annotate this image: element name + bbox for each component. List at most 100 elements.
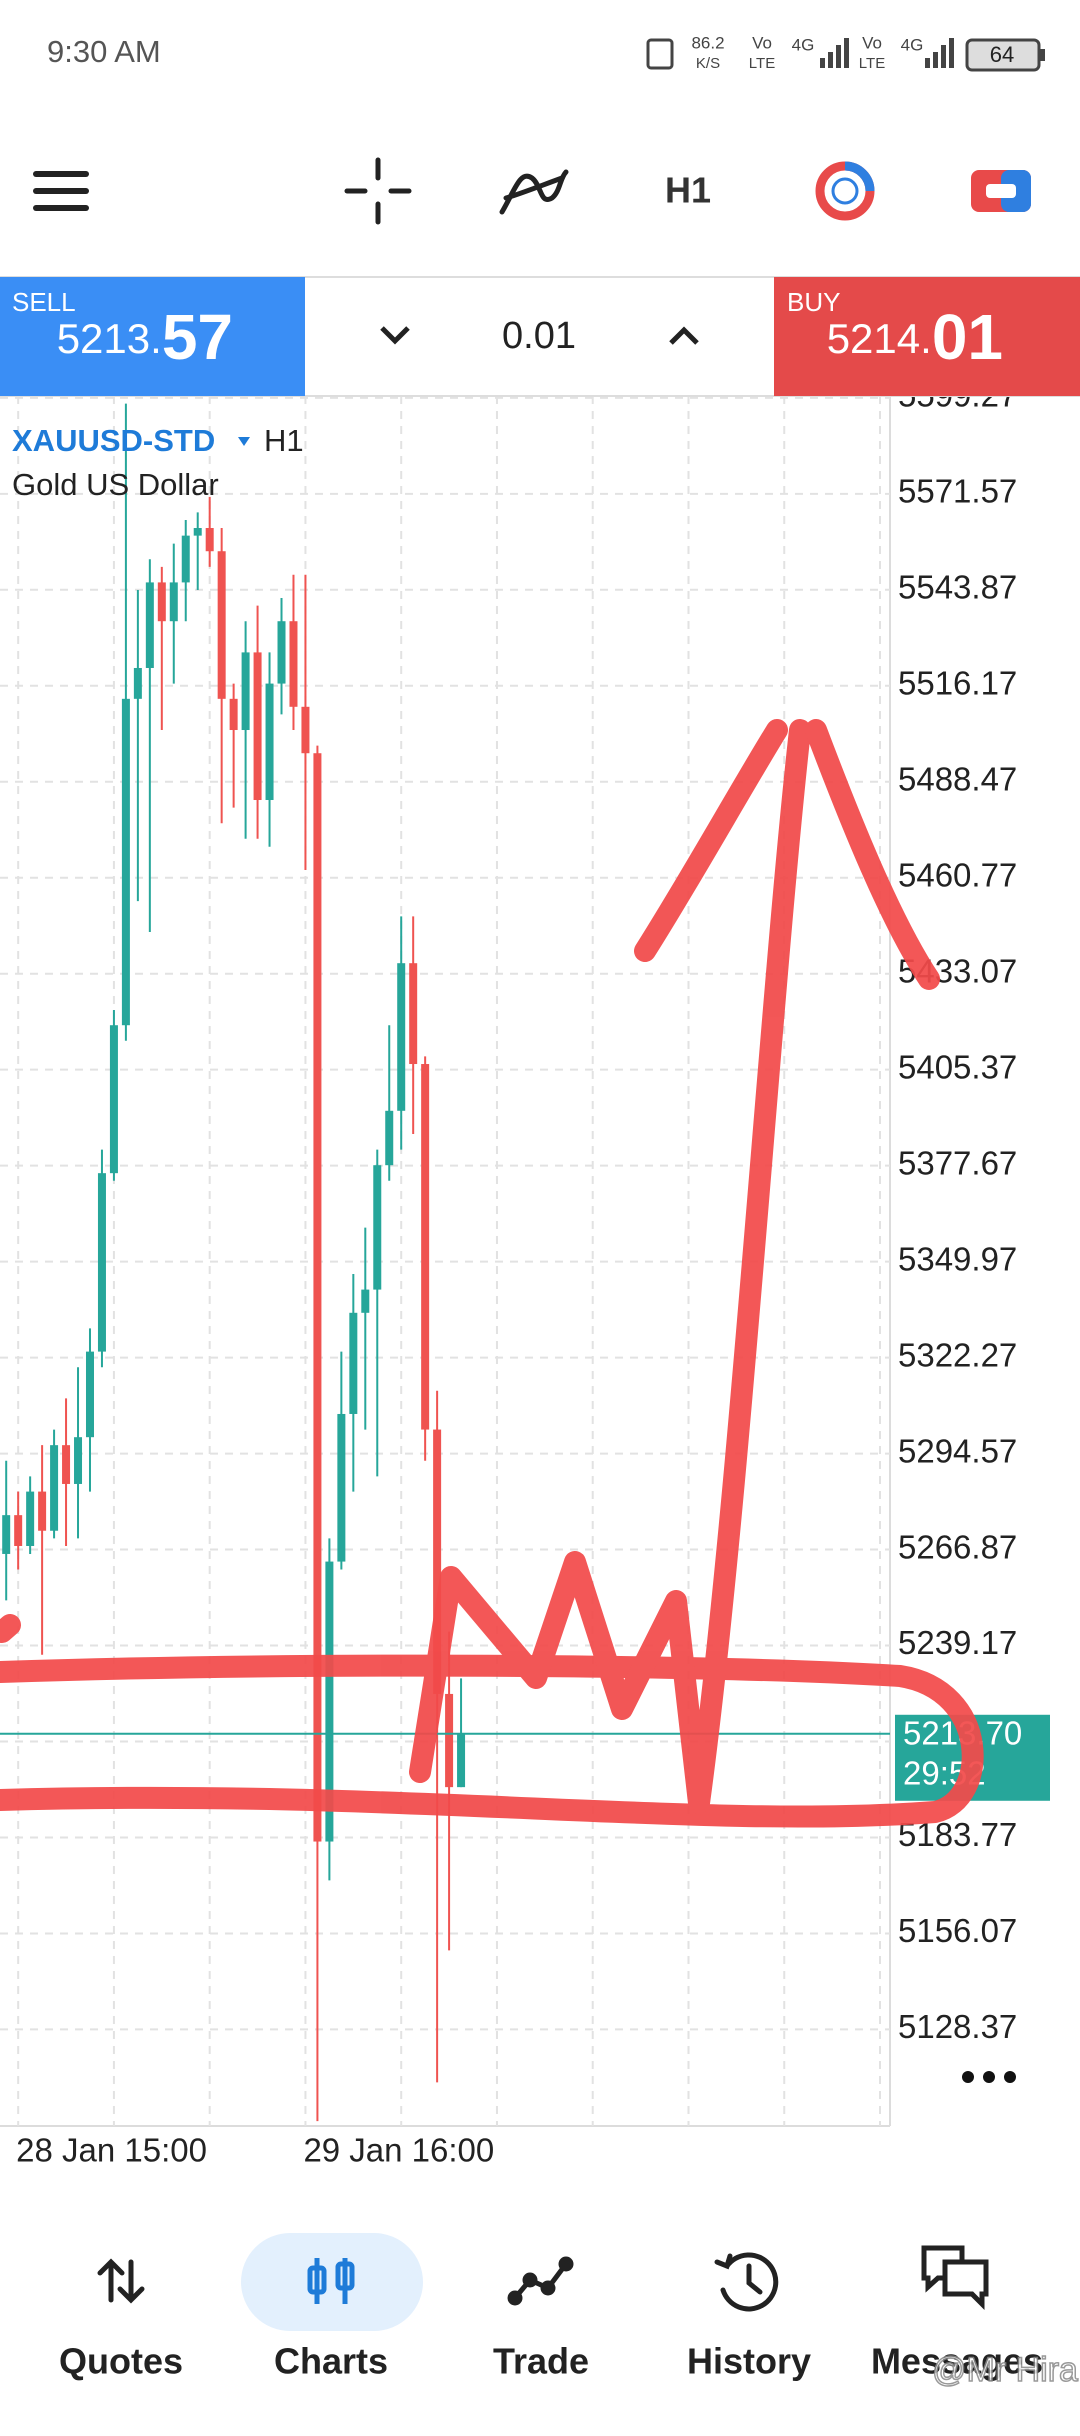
y-tick-label: 5516.17 (898, 664, 1017, 701)
candle-body (50, 1445, 59, 1531)
nfc-icon (646, 38, 674, 70)
volume-down[interactable] (380, 326, 410, 345)
candle-body (97, 1173, 106, 1352)
y-tick-label: 5377.67 (898, 1144, 1017, 1181)
watermark: @Mr Hira (932, 2351, 1078, 2389)
candle-body (205, 528, 214, 552)
candle-body (145, 582, 154, 668)
candle-body (301, 706, 310, 754)
sell-button[interactable]: SELL 5213.57 (0, 277, 305, 396)
nav-label[interactable]: Charts (274, 2341, 388, 2382)
candle-body (62, 1445, 71, 1484)
candle-body (361, 1289, 370, 1313)
candle-body (277, 621, 286, 684)
volte: Vo (752, 33, 772, 52)
y-tick-label: 5405.37 (898, 1048, 1017, 1085)
color-theme-button[interactable] (815, 161, 875, 221)
candle-body (385, 1110, 394, 1166)
y-tick-label: 5156.07 (898, 1912, 1017, 1949)
trade-icon[interactable] (507, 2256, 574, 2306)
candle-body (265, 683, 274, 801)
quotes-icon[interactable] (97, 2258, 145, 2304)
candle-body (325, 1561, 334, 1842)
nav-label[interactable]: History (687, 2341, 811, 2382)
candle-body (2, 1515, 11, 1554)
candle-body (121, 698, 130, 1026)
candle-body (349, 1312, 358, 1414)
toolbar: H1 (33, 157, 1031, 225)
candle-body (26, 1491, 35, 1546)
bottom-nav: Quotes Charts Trade History Messages (0, 2200, 1080, 2436)
history-icon[interactable] (714, 2252, 779, 2312)
y-tick-label: 5128.37 (898, 2008, 1017, 2045)
x-tick-label: 29 Jan 16:00 (303, 2132, 494, 2169)
network-type: 4G (901, 35, 924, 54)
y-tick-label: 5543.87 (898, 569, 1017, 606)
candle-body (409, 963, 418, 1065)
timeframe-button[interactable]: H1 (665, 170, 711, 211)
candle-body (169, 582, 178, 622)
y-tick-label: 5349.97 (898, 1240, 1017, 1277)
volte: LTE (749, 55, 775, 72)
sell-price-main: 5213. (57, 315, 162, 362)
candle-body (157, 582, 166, 622)
net-speed: 86.2 (691, 33, 724, 52)
indicators-button[interactable] (499, 169, 569, 215)
buy-price-big: 01 (932, 301, 1003, 373)
candle-body (229, 698, 238, 731)
y-tick-label: 5571.57 (898, 473, 1017, 510)
buy-price-main: 5214. (827, 315, 932, 362)
y-tick-label: 5239.17 (898, 1624, 1017, 1661)
candle-body (133, 667, 142, 699)
candle-body (193, 528, 202, 536)
status-bar: 9:30 AM 86.2 K/S Vo LTE 4G Vo LTE 4G 64 (47, 33, 1045, 72)
candle-body (217, 551, 226, 699)
candle-body (313, 753, 322, 1842)
more-menu[interactable] (962, 2071, 1016, 2083)
battery-tip (1040, 49, 1045, 61)
candle-body (74, 1437, 83, 1484)
candle-body (38, 1491, 47, 1531)
candle-body (181, 535, 190, 583)
clock: 9:30 AM (47, 34, 161, 69)
candle-body (445, 1693, 454, 1788)
candle-body (397, 963, 406, 1111)
y-tick-label: 5294.57 (898, 1432, 1017, 1469)
volume-up[interactable] (669, 326, 699, 345)
symbol-description: Gold US Dollar (12, 467, 219, 502)
volume[interactable]: 0.01 (502, 315, 576, 357)
charts-icon[interactable] (307, 2258, 355, 2304)
nav-active-pill (241, 2233, 423, 2331)
nav-label[interactable]: Trade (493, 2341, 589, 2382)
candle-body (337, 1413, 346, 1562)
crosshair-button[interactable] (344, 157, 412, 225)
signal (925, 38, 954, 68)
battery (965, 38, 1041, 72)
nav-label[interactable]: Quotes (59, 2341, 183, 2382)
battery-level: 64 (990, 42, 1014, 67)
y-tick-label: 5488.47 (898, 760, 1017, 797)
volte: LTE (859, 55, 885, 72)
symbol-dropdown[interactable] (238, 437, 250, 446)
chart-timeframe: H1 (264, 423, 304, 458)
candle-body (457, 1733, 466, 1788)
candle-body (373, 1165, 382, 1290)
symbol: XAUUSD-STD (12, 423, 215, 458)
candle-body (433, 1429, 442, 1694)
network-type: 4G (792, 35, 815, 54)
nav-label[interactable]: Messages (871, 2341, 1043, 2382)
net-speed-unit: K/S (696, 55, 720, 72)
y-tick-label: 5322.27 (898, 1336, 1017, 1373)
buy-label: BUY (787, 287, 840, 317)
chart-overlay: 5128.375156.075183.775211.475239.175266.… (12, 377, 1050, 2083)
trade-button[interactable] (971, 170, 1031, 212)
sell-label: SELL (12, 287, 76, 317)
y-tick-label: 5460.77 (898, 856, 1017, 893)
trade-bar: SELL 5213.57 0.01 BUY 5214.01 (0, 276, 1080, 397)
sell-price: 5213.57 (57, 301, 233, 373)
x-tick-label: 28 Jan 15:00 (16, 2132, 207, 2169)
menu-button[interactable] (33, 171, 89, 211)
buy-button[interactable]: BUY 5214.01 (774, 277, 1080, 396)
messages-icon[interactable] (921, 2245, 989, 2311)
